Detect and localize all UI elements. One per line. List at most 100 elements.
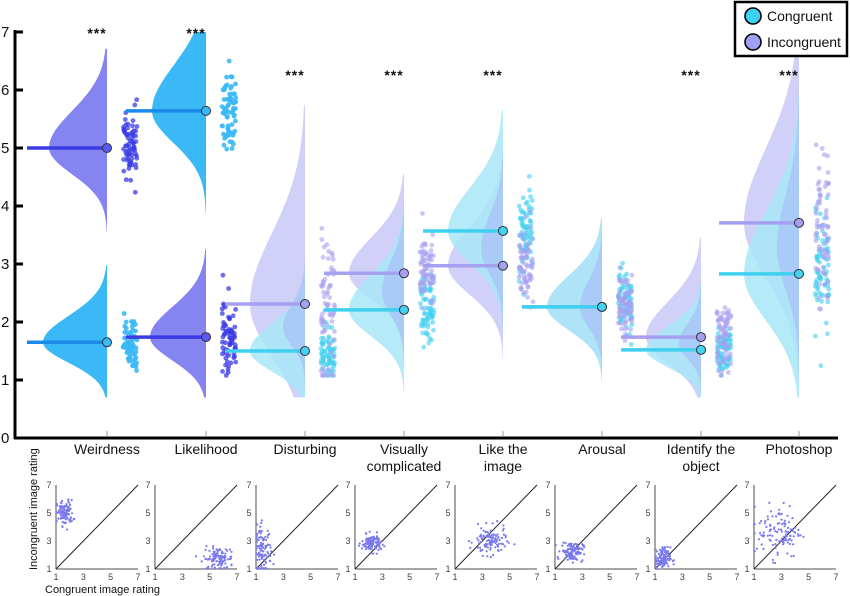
- jitter-point: [715, 352, 721, 357]
- scatter-point: [262, 550, 265, 553]
- scatter-point: [257, 555, 261, 558]
- jitter-point: [428, 286, 434, 292]
- scatter-point: [667, 565, 670, 568]
- jitter-point: [814, 221, 820, 227]
- scatter-point: [257, 530, 260, 534]
- scatter-point: [504, 534, 507, 537]
- jitter-point: [126, 358, 132, 364]
- scatter-point: [377, 537, 380, 540]
- scatter-point: [666, 545, 669, 549]
- scatter-point: [503, 545, 506, 548]
- jitter-point: [824, 215, 830, 221]
- mini-y-tick-label: 7: [46, 480, 51, 490]
- identity-line: [154, 484, 238, 570]
- congruent-mean-point: [794, 268, 804, 279]
- scatter-point: [769, 524, 772, 527]
- jitter-point: [525, 294, 530, 300]
- y-tick-label: 3: [1, 256, 9, 273]
- scatter-point: [576, 546, 579, 550]
- y-tick-label: 5: [1, 140, 9, 157]
- scatter-point: [668, 554, 672, 557]
- violin-density: [448, 109, 503, 334]
- scatter-point: [377, 549, 380, 552]
- y-tick-label: 7: [1, 24, 9, 41]
- scatter-point: [490, 533, 493, 537]
- jitter-point: [331, 373, 337, 378]
- scatter-point: [662, 563, 665, 566]
- scatter-point: [581, 559, 584, 562]
- scatter-point: [762, 547, 765, 551]
- jitter-point: [826, 286, 832, 292]
- scatter-point: [768, 501, 771, 504]
- jitter-point: [726, 308, 732, 313]
- incongruent-mean-point: [399, 268, 409, 279]
- jitter-point: [128, 177, 134, 183]
- scatter-point: [771, 543, 775, 547]
- scatter-point: [781, 523, 784, 526]
- jitter-point: [130, 123, 135, 129]
- mini-y-tick-label: 7: [145, 480, 150, 490]
- scatter-point: [763, 522, 767, 525]
- scatter-point: [792, 543, 795, 546]
- scatter-point: [65, 513, 68, 516]
- jitter-point: [527, 209, 533, 215]
- mini-x-tick-label: 7: [234, 572, 239, 582]
- x-category-label: Like the: [478, 441, 527, 457]
- scatter-point: [776, 553, 779, 556]
- mini-y-tick-label: 5: [445, 508, 450, 518]
- violin-density: [646, 283, 701, 398]
- jitter-point: [320, 254, 326, 260]
- jitter-point: [219, 306, 225, 312]
- jitter-point: [822, 184, 828, 189]
- jitter-point: [131, 144, 137, 150]
- jitter-point: [126, 152, 132, 158]
- jitter-point: [824, 208, 829, 213]
- scatter-point: [494, 534, 497, 537]
- scatter-point: [784, 538, 788, 541]
- scatter-point: [230, 564, 233, 567]
- scatter-point: [489, 548, 492, 551]
- scatter-point: [255, 541, 258, 544]
- jitter-point: [319, 322, 325, 328]
- scatter-point: [264, 538, 268, 542]
- mini-x-tick-label: 7: [734, 572, 739, 582]
- scatter-point: [269, 555, 272, 558]
- jitter-point: [134, 97, 140, 103]
- mini-y-tick-label: 1: [545, 564, 550, 574]
- scatter-point: [63, 508, 66, 511]
- significance-marker: ***: [87, 25, 106, 41]
- scatter-point: [258, 551, 261, 555]
- scatter-point: [583, 553, 586, 556]
- jitter-point: [525, 284, 531, 290]
- scatter-point: [671, 559, 675, 563]
- jitter-point: [516, 264, 522, 270]
- jitter-point: [820, 264, 826, 270]
- scatter-point: [566, 558, 569, 561]
- scatter-point: [657, 552, 661, 556]
- scatter-point: [220, 561, 223, 564]
- scatter-point: [259, 525, 262, 528]
- scatter-point: [224, 562, 227, 565]
- scatter-point: [662, 553, 665, 556]
- jitter-point: [226, 102, 231, 108]
- jitter-point: [825, 295, 831, 301]
- jitter-point: [625, 282, 630, 287]
- scatter-point: [654, 555, 657, 558]
- scatter-point: [226, 558, 229, 561]
- jitter-point: [822, 282, 827, 287]
- scatter-point: [378, 541, 381, 544]
- scatter-point: [256, 523, 259, 526]
- scatter-point: [654, 563, 657, 566]
- jitter-point: [226, 58, 232, 64]
- mini-y-tick-label: 3: [345, 536, 350, 546]
- scatter-point: [507, 541, 510, 544]
- jitter-point: [817, 306, 822, 311]
- jitter-point: [617, 321, 623, 326]
- jitter-point: [429, 268, 434, 274]
- jitter-point: [517, 233, 523, 239]
- scatter-point: [224, 552, 227, 555]
- scatter-point: [778, 540, 781, 543]
- jitter-point: [232, 335, 237, 340]
- jitter-point: [523, 289, 529, 295]
- jitter-point: [420, 330, 426, 336]
